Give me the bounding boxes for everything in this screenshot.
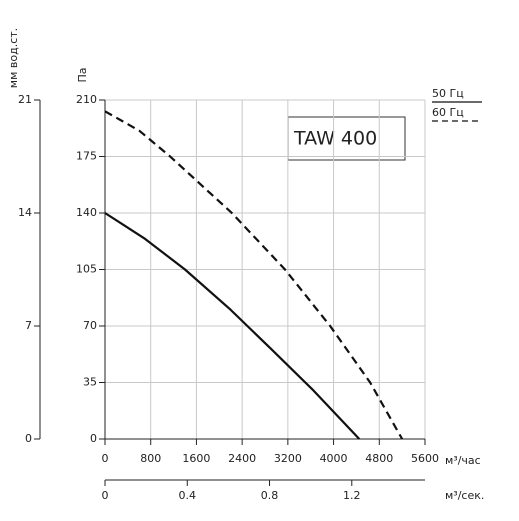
x-tick-label: 800 xyxy=(140,452,161,465)
y2-tick-label: 21 xyxy=(18,93,32,106)
y-tick-label: 175 xyxy=(76,150,97,163)
title-box xyxy=(287,116,406,161)
y-tick-label: 210 xyxy=(76,93,97,106)
x-tick-label: 4000 xyxy=(320,452,348,465)
y-tick-label: 0 xyxy=(90,432,97,445)
x-tick-label: 1600 xyxy=(182,452,210,465)
x-tick-label: 5600 xyxy=(411,452,439,465)
y-tick-label: 35 xyxy=(83,376,97,389)
x-tick-label: 4800 xyxy=(365,452,393,465)
y-tick-label: 105 xyxy=(76,263,97,276)
x2-tick-label: 0 xyxy=(102,489,109,502)
x-tick-label: 0 xyxy=(102,452,109,465)
x-tick-label: 3200 xyxy=(274,452,302,465)
y-tick-label: 70 xyxy=(83,319,97,332)
legend-label: 50 Гц xyxy=(432,87,464,100)
x-axis-label: м³/час xyxy=(445,454,481,467)
y-tick-label: 140 xyxy=(76,206,97,219)
x2-tick-label: 0.4 xyxy=(179,489,197,502)
y-axis-label: Па xyxy=(76,67,89,82)
x2-axis-label: м³/сек. xyxy=(445,489,484,502)
y2-tick-label: 14 xyxy=(18,206,32,219)
y2-tick-label: 7 xyxy=(25,319,32,332)
x2-tick-label: 1.2 xyxy=(343,489,361,502)
y2-tick-label: 0 xyxy=(25,432,32,445)
y2-axis-label: мм вод.ст. xyxy=(7,28,20,88)
x-tick-label: 2400 xyxy=(228,452,256,465)
chart-title: TAW 400 xyxy=(293,128,377,150)
series-line xyxy=(104,110,404,440)
x2-tick-label: 0.8 xyxy=(261,489,279,502)
legend-label: 60 Гц xyxy=(432,106,464,119)
series-line xyxy=(104,212,361,440)
